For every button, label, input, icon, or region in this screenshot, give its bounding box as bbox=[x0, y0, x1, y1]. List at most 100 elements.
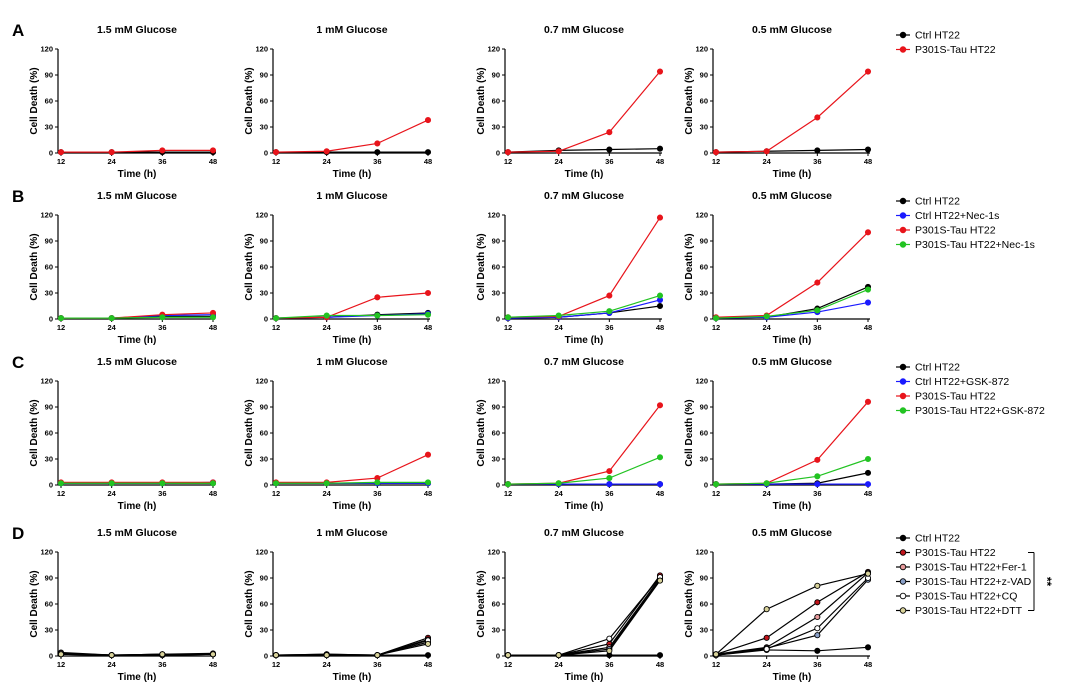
y-tick-label: 30 bbox=[45, 123, 53, 132]
legend-label: P301S-Tau HT22+Fer-1 bbox=[915, 562, 1027, 574]
data-point bbox=[606, 129, 613, 136]
data-point bbox=[272, 315, 280, 322]
y-tick-label: 90 bbox=[700, 403, 708, 412]
x-axis-label: Time (h) bbox=[773, 335, 812, 346]
y-tick-label: 120 bbox=[255, 45, 268, 54]
x-axis-label: Time (h) bbox=[118, 335, 157, 346]
series-line bbox=[507, 299, 661, 319]
y-tick-label: 0 bbox=[704, 149, 708, 158]
data-point bbox=[209, 651, 217, 658]
series-line bbox=[715, 301, 869, 319]
y-tick-label: 90 bbox=[260, 574, 268, 583]
series-line bbox=[507, 404, 661, 485]
y-tick-label: 0 bbox=[496, 652, 500, 661]
x-tick-label: 36 bbox=[373, 323, 381, 332]
legend-marker bbox=[899, 563, 907, 571]
data-point bbox=[606, 647, 613, 654]
x-tick-label: 24 bbox=[762, 660, 771, 669]
data-point bbox=[374, 479, 381, 486]
subplot-title: 0.7 mM Glucose bbox=[544, 356, 624, 368]
series-line bbox=[715, 288, 869, 319]
data-point bbox=[108, 652, 115, 659]
legend: Ctrl HT22 P301S-Tau HT22 P301S-Tau HT22+Fe… bbox=[896, 533, 1054, 617]
x-tick-label: 48 bbox=[424, 157, 432, 166]
x-tick-label: 36 bbox=[813, 157, 821, 166]
data-point bbox=[656, 302, 664, 310]
y-tick-label: 60 bbox=[492, 97, 500, 106]
series-line bbox=[715, 71, 869, 153]
x-axis-label: Time (h) bbox=[333, 169, 372, 180]
subplot: 1.5 mM Glucose 0 30 60 90 120 12 24 36 48 Time (h)… bbox=[29, 190, 217, 346]
data-point bbox=[374, 149, 381, 156]
y-axis-label: Cell Death (%) bbox=[476, 67, 487, 134]
y-tick-label: 90 bbox=[700, 574, 708, 583]
y-tick-label: 90 bbox=[492, 237, 500, 246]
x-axis-label: Time (h) bbox=[565, 501, 604, 512]
x-tick-label: 12 bbox=[504, 323, 512, 332]
y-axis-label: Cell Death (%) bbox=[476, 570, 487, 637]
data-point bbox=[763, 148, 770, 155]
x-axis-label: Time (h) bbox=[565, 335, 604, 346]
subplot-title: 1.5 mM Glucose bbox=[97, 356, 177, 368]
y-tick-label: 30 bbox=[260, 289, 268, 298]
x-tick-label: 24 bbox=[107, 489, 116, 498]
data-point bbox=[712, 315, 720, 322]
data-point bbox=[864, 469, 872, 476]
data-point bbox=[209, 314, 217, 321]
subplot: 0.5 mM Glucose 0 30 60 90 120 12 24 36 48 Time (h)… bbox=[684, 24, 872, 180]
y-tick-label: 120 bbox=[40, 45, 53, 54]
series-line bbox=[60, 653, 213, 656]
data-point bbox=[424, 311, 432, 318]
subplot-title: 0.5 mM Glucose bbox=[752, 24, 832, 36]
subplot: 0.5 mM Glucose 0 30 60 90 120 12 24 36 48 Time (h)… bbox=[684, 527, 872, 683]
y-axis-label: Cell Death (%) bbox=[684, 399, 695, 466]
data-point bbox=[209, 480, 217, 487]
subplot-title: 1 mM Glucose bbox=[316, 24, 387, 36]
legend-label: P301S-Tau HT22+GSK-872 bbox=[915, 405, 1045, 417]
y-tick-label: 90 bbox=[260, 71, 268, 80]
data-point bbox=[424, 289, 432, 297]
y-tick-label: 60 bbox=[492, 263, 500, 272]
y-tick-label: 30 bbox=[700, 289, 708, 298]
y-tick-label: 60 bbox=[45, 263, 53, 272]
y-tick-label: 90 bbox=[492, 403, 500, 412]
data-point bbox=[864, 146, 872, 153]
y-tick-label: 120 bbox=[255, 211, 268, 220]
data-point bbox=[57, 315, 65, 322]
data-point bbox=[656, 454, 664, 461]
data-point bbox=[814, 632, 821, 639]
data-point bbox=[606, 481, 613, 488]
legend-marker bbox=[899, 46, 907, 53]
y-axis-label: Cell Death (%) bbox=[684, 67, 695, 134]
subplot-title: 1.5 mM Glucose bbox=[97, 527, 177, 539]
y-tick-label: 60 bbox=[492, 429, 500, 438]
subplot-title: 1 mM Glucose bbox=[316, 527, 387, 539]
series-line bbox=[508, 575, 661, 656]
x-tick-label: 24 bbox=[554, 660, 563, 669]
x-tick-label: 48 bbox=[209, 660, 217, 669]
x-tick-label: 24 bbox=[322, 660, 331, 669]
data-point bbox=[323, 148, 330, 155]
y-tick-label: 120 bbox=[487, 45, 500, 54]
series-line bbox=[715, 577, 869, 656]
x-tick-label: 48 bbox=[864, 157, 872, 166]
x-tick-label: 48 bbox=[864, 489, 872, 498]
y-tick-label: 0 bbox=[264, 149, 268, 158]
x-tick-label: 48 bbox=[424, 489, 432, 498]
data-point bbox=[656, 68, 664, 75]
data-point bbox=[374, 652, 381, 659]
y-tick-label: 90 bbox=[700, 71, 708, 80]
y-tick-label: 120 bbox=[487, 548, 500, 557]
x-tick-label: 12 bbox=[57, 157, 65, 166]
series-line bbox=[715, 231, 869, 318]
y-tick-label: 30 bbox=[700, 626, 708, 635]
y-tick-label: 60 bbox=[700, 429, 708, 438]
subplot: 1 mM Glucose 0 30 60 90 120 12 24 36 48 Time (h) Ce… bbox=[244, 24, 432, 180]
subplot-title: 1 mM Glucose bbox=[316, 190, 387, 202]
y-tick-label: 60 bbox=[700, 263, 708, 272]
y-tick-label: 0 bbox=[496, 481, 500, 490]
x-tick-label: 12 bbox=[272, 323, 280, 332]
data-point bbox=[424, 117, 432, 124]
